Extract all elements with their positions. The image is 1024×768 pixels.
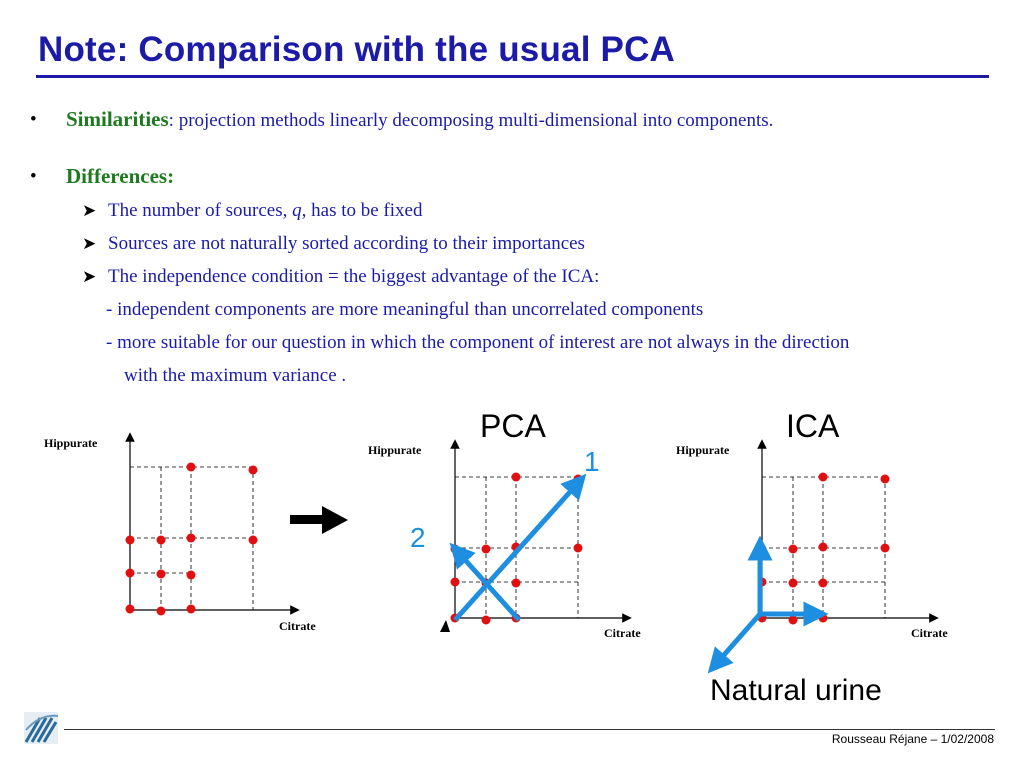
institution-logo [24, 712, 59, 744]
plot-ica: Hippurate Citrate [676, 439, 948, 674]
ic-natural-urine-arrow [707, 612, 762, 674]
arrowhead-bullet-icon: ➤ [82, 267, 97, 286]
plot1-points [125, 462, 258, 616]
plot-pca: Hippurate Citrate [368, 439, 641, 640]
plot1-y-label: Hippurate [44, 436, 98, 450]
difference-item-3-text: The independence condition = the biggest… [108, 266, 600, 287]
slide-title: Note: Comparison with the usual PCA [38, 30, 676, 69]
pc1-arrow [453, 473, 587, 622]
pca-title: PCA [480, 408, 546, 444]
plot1-x-label: Citrate [279, 619, 316, 633]
bullet-similarities: • [30, 109, 37, 130]
arrowhead-bullet-icon: ➤ [82, 234, 97, 253]
similarities-text: projection methods linearly decomposing … [173, 110, 774, 131]
arrowhead-bullet-icon: ➤ [82, 201, 97, 220]
plot-original: Hippurate Citrate [44, 432, 316, 633]
bullet-differences: • [30, 166, 37, 187]
similarities-colon: : [168, 110, 174, 131]
difference-item-2: ➤ Sources are not naturally sorted accord… [82, 233, 585, 255]
difference-item-1-pre: The number of sources, [108, 200, 293, 221]
plot3-points [757, 472, 890, 625]
differences-label: Differences: [66, 164, 175, 188]
sub-item-3: with the maximum variance . [124, 365, 347, 386]
similarities-label: Similarities [66, 107, 169, 131]
pc1-label: 1 [584, 446, 600, 477]
difference-item-1-post: , has to be fixed [301, 200, 423, 221]
pc2-arrow [449, 542, 521, 622]
difference-item-3: ➤ The independence condition = the bigges… [82, 266, 599, 288]
title-underline [36, 75, 989, 78]
plot3-y-label: Hippurate [676, 443, 730, 457]
plot2-origin-marker [440, 620, 450, 632]
differences-heading: Differences: [66, 164, 174, 189]
plot2-y-label: Hippurate [368, 443, 422, 457]
footer-text: Rousseau Réjane – 1/02/2008 [831, 732, 994, 746]
difference-item-2-text: Sources are not naturally sorted accordi… [108, 233, 585, 254]
ica-title: ICA [786, 408, 840, 444]
sub-item-1: - independent components are more meanin… [106, 299, 704, 320]
natural-urine-label: Natural urine [710, 674, 882, 707]
difference-item-1-italic: q [292, 200, 302, 221]
sub-item-2: - more suitable for our question in whic… [106, 332, 850, 353]
plot2-x-label: Citrate [604, 626, 641, 640]
difference-item-1: ➤ The number of sources, q, has to be fix… [82, 200, 422, 222]
pc2-label: 2 [410, 522, 426, 553]
plot3-x-label: Citrate [911, 626, 948, 640]
similarities-line: Similarities: projection methods linearl… [66, 107, 773, 132]
transition-arrow-icon [290, 506, 348, 534]
footer-rule [64, 729, 995, 730]
